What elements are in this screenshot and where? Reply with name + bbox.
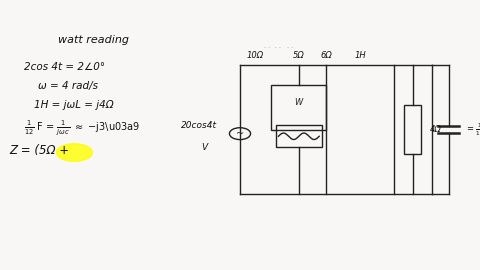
Text: ~: ~ (236, 129, 244, 139)
Text: 1H = jωL = j4Ω: 1H = jωL = j4Ω (34, 100, 113, 110)
Ellipse shape (57, 144, 92, 161)
Text: = $\frac{1}{12}$ F: = $\frac{1}{12}$ F (466, 122, 480, 138)
Text: 6Ω: 6Ω (321, 51, 332, 60)
Text: 5Ω: 5Ω (293, 51, 305, 60)
Bar (404, 105, 421, 154)
Text: 20cos4t: 20cos4t (181, 121, 217, 130)
Text: Z = (5Ω +: Z = (5Ω + (10, 144, 70, 157)
Text: 10Ω: 10Ω (247, 51, 264, 60)
Text: W: W (295, 98, 303, 107)
Text: watt reading: watt reading (58, 35, 129, 45)
Text: 1H: 1H (354, 51, 366, 60)
Text: ω = 4 rad/s: ω = 4 rad/s (38, 81, 98, 91)
Text: $\frac{1}{12}$ F = $\frac{1}{j\omega c}$ $\approx$ $-$j3\u03a9: $\frac{1}{12}$ F = $\frac{1}{j\omega c}$… (24, 118, 140, 137)
Bar (276, 125, 322, 147)
Text: 4Ω: 4Ω (430, 125, 441, 134)
Text: - -  - -   - -: - - - - - - (264, 45, 293, 50)
Text: V: V (201, 143, 207, 152)
Text: 2cos 4t = 2∠0°: 2cos 4t = 2∠0° (24, 62, 105, 72)
Bar (271, 85, 326, 130)
